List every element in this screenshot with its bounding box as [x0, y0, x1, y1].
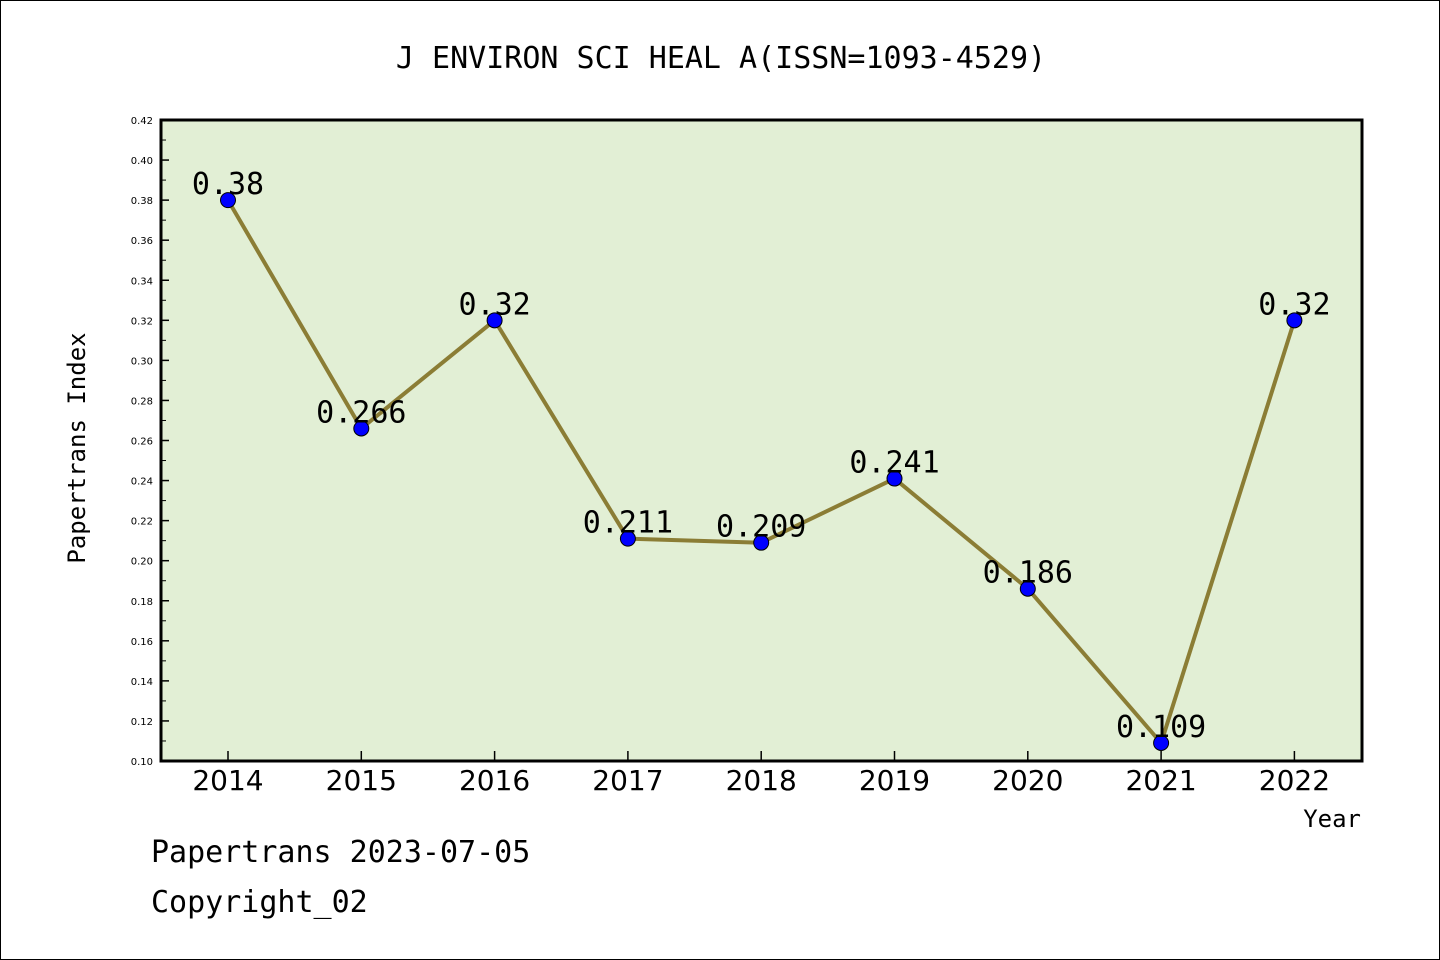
data-point	[1286, 312, 1303, 329]
y-axis-label: Papertrans Index	[63, 332, 91, 563]
y-tick-label: 0.38	[131, 196, 153, 207]
y-tick-label: 0.40	[131, 156, 153, 167]
series-line-group	[220, 192, 1303, 751]
data-point	[486, 312, 503, 329]
y-tick-label: 0.30	[131, 356, 153, 367]
x-axis-label: Year	[1303, 805, 1361, 833]
y-tick-label: 0.12	[131, 717, 153, 728]
y-tick-label: 0.36	[131, 236, 153, 247]
x-axis: 2014 2015 2016 2017 2018 2019 2020 2021 2022	[192, 751, 1330, 797]
data-label: 0.209	[716, 510, 806, 545]
y-tick-label: 0.26	[131, 437, 153, 448]
y-tick-label: 0.24	[131, 477, 153, 488]
x-tick-label: 2020	[992, 764, 1063, 797]
data-label: 0.211	[583, 506, 673, 541]
data-point	[619, 530, 636, 547]
x-tick-label: 2019	[859, 764, 930, 797]
footer-date: Papertrans 2023-07-05	[151, 835, 531, 870]
data-label: 0.32	[458, 287, 530, 322]
y-tick-label: 0.22	[131, 517, 153, 528]
y-tick-label: 0.14	[131, 677, 153, 688]
data-point	[1019, 580, 1036, 597]
chart-title: J ENVIRON SCI HEAL A(ISSN=1093-4529)	[396, 41, 1046, 76]
data-label: 0.266	[316, 395, 406, 430]
y-tick-label: 0.10	[131, 757, 153, 768]
y-tick-label: 0.18	[131, 597, 153, 608]
data-point	[886, 470, 903, 487]
x-tick-label: 2018	[726, 764, 797, 797]
data-point	[353, 420, 370, 437]
plot-area	[159, 118, 1364, 763]
x-tick-label: 2022	[1259, 764, 1330, 797]
y-tick-label: 0.32	[131, 316, 153, 327]
data-label: 0.109	[1116, 710, 1206, 745]
x-tick-label: 2015	[326, 764, 397, 797]
data-label: 0.32	[1258, 287, 1330, 322]
data-label: 0.186	[983, 556, 1073, 591]
data-point	[220, 192, 236, 209]
y-tick-label: 0.16	[131, 637, 153, 648]
data-point	[1153, 734, 1170, 751]
data-labels: 0.38 0.266 0.32 0.211 0.209 0.241 0.186 0.109 0.…	[192, 167, 1331, 745]
x-tick-label: 2021	[1125, 764, 1196, 797]
data-label: 0.38	[192, 167, 264, 202]
x-tick-label: 2016	[459, 764, 530, 797]
x-tick-label: 2017	[592, 764, 663, 797]
data-point	[753, 534, 770, 551]
y-tick-label: 0.28	[131, 396, 153, 407]
y-tick-label: 0.42	[131, 116, 153, 127]
footer-copyright: Copyright_02	[151, 885, 368, 920]
y-tick-label: 0.20	[131, 557, 153, 568]
y-tick-label: 0.34	[131, 276, 153, 287]
data-label: 0.241	[849, 446, 939, 481]
y-axis: 0.10 0.12 0.14 0.16 0.18 0.20 0.22 0.24 0.26 0.28…	[131, 116, 169, 768]
x-tick-label: 2014	[192, 764, 263, 797]
